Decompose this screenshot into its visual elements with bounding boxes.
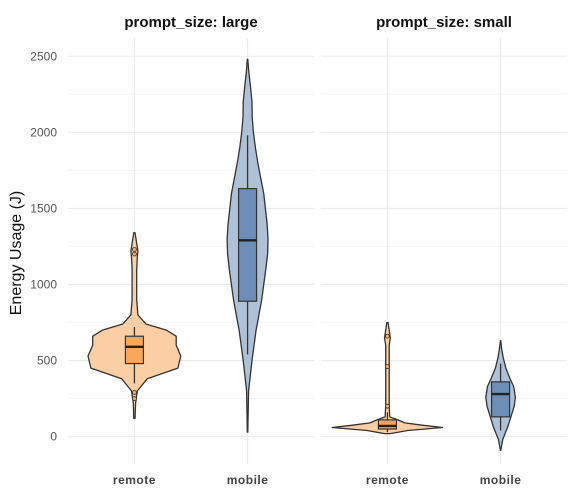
facet-title-1: prompt_size: small bbox=[376, 14, 512, 31]
x-category-label-remote: remote bbox=[113, 473, 156, 487]
y-tick-label-5: 2500 bbox=[30, 49, 57, 63]
outlier-point bbox=[132, 390, 137, 395]
box-remote-0 bbox=[124, 335, 145, 365]
y-tick-label-0: 0 bbox=[50, 430, 57, 444]
facet-panel-0: prompt_size: large remote mobile bbox=[68, 14, 314, 487]
facet-panel-1: prompt_size: small remote mobile bbox=[321, 14, 567, 487]
box-mobile-1 bbox=[490, 381, 511, 418]
y-axis-title: Energy Usage (J) bbox=[8, 191, 25, 316]
outlier-point bbox=[385, 333, 390, 339]
y-tick-label-1: 500 bbox=[37, 354, 57, 368]
box-mobile-0 bbox=[237, 188, 258, 302]
outlier-point bbox=[385, 403, 390, 409]
facet-title-0: prompt_size: large bbox=[124, 14, 257, 31]
x-category-label-mobile: mobile bbox=[227, 473, 269, 487]
x-category-label-mobile: mobile bbox=[480, 473, 522, 487]
y-tick-label-3: 1500 bbox=[30, 201, 57, 215]
outlier-point bbox=[385, 364, 390, 370]
violin-remote-0 bbox=[87, 232, 182, 420]
box-remote-1 bbox=[377, 419, 398, 430]
outlier-point bbox=[132, 247, 137, 252]
outlier-point bbox=[132, 396, 137, 401]
violin-remote-1 bbox=[331, 321, 444, 435]
y-tick-label-4: 2000 bbox=[30, 125, 57, 139]
outlier-point bbox=[132, 251, 137, 257]
x-category-label-remote: remote bbox=[366, 473, 409, 487]
y-tick-label-2: 1000 bbox=[30, 277, 57, 291]
